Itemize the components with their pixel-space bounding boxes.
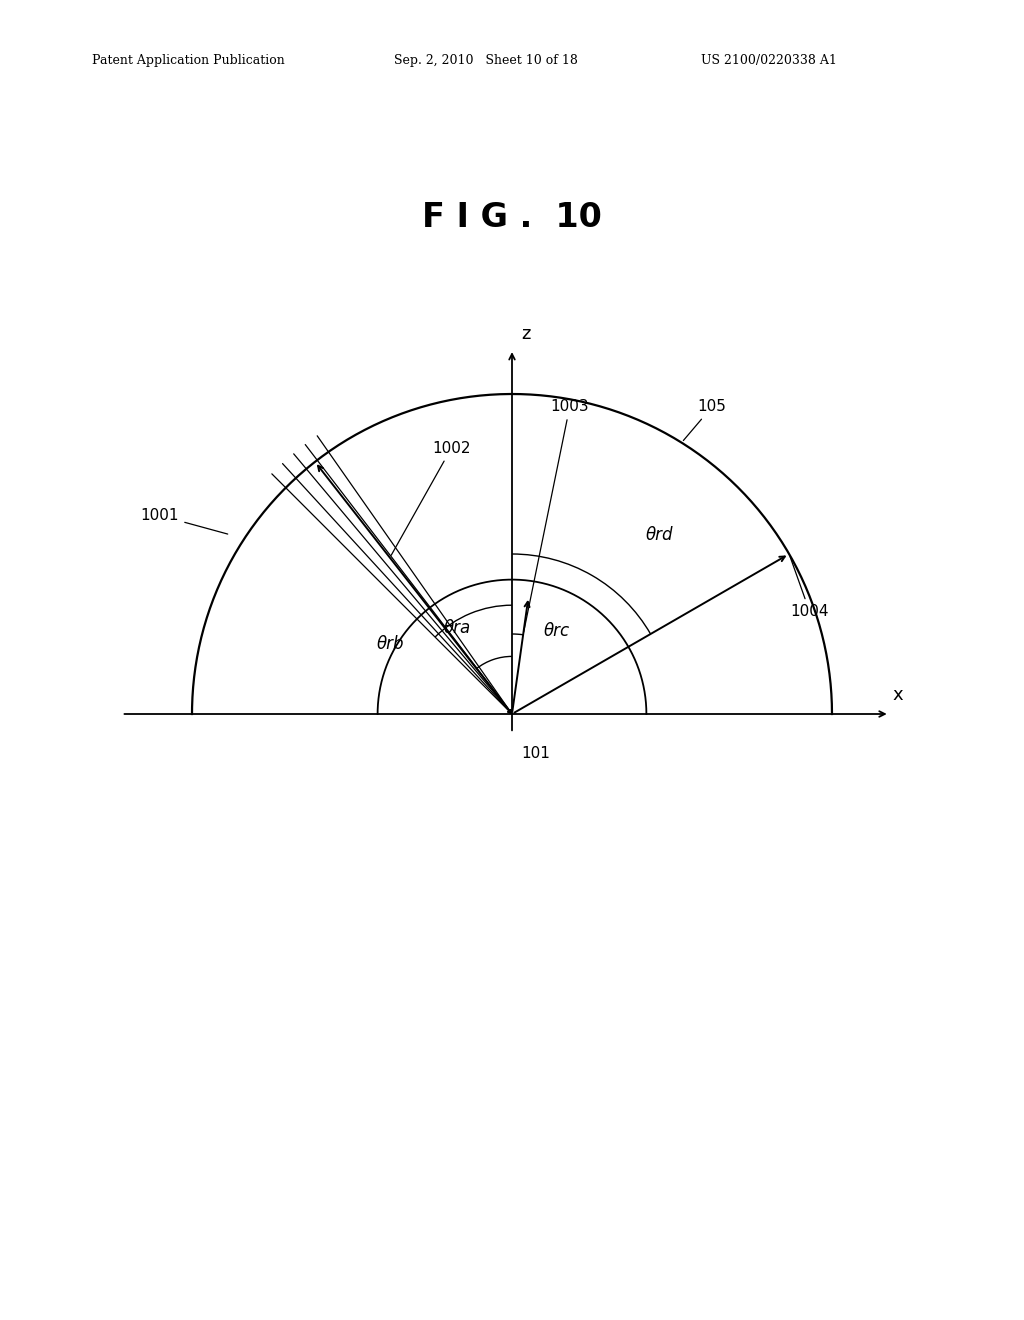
Text: Patent Application Publication: Patent Application Publication <box>92 54 285 67</box>
Text: Sep. 2, 2010   Sheet 10 of 18: Sep. 2, 2010 Sheet 10 of 18 <box>394 54 579 67</box>
Text: 101: 101 <box>521 746 551 762</box>
Text: θrd: θrd <box>645 525 673 544</box>
Text: US 2100/0220338 A1: US 2100/0220338 A1 <box>701 54 838 67</box>
Text: 1001: 1001 <box>141 508 227 535</box>
Text: x: x <box>893 686 903 705</box>
Text: 1003: 1003 <box>523 400 589 632</box>
Text: θrb: θrb <box>377 635 404 652</box>
Text: 1002: 1002 <box>391 441 470 556</box>
Text: 105: 105 <box>683 400 726 441</box>
Text: θra: θra <box>444 619 471 636</box>
Text: 1004: 1004 <box>791 557 828 619</box>
Text: z: z <box>521 325 531 343</box>
Text: θrc: θrc <box>544 622 570 640</box>
Text: F I G .  10: F I G . 10 <box>422 201 602 235</box>
